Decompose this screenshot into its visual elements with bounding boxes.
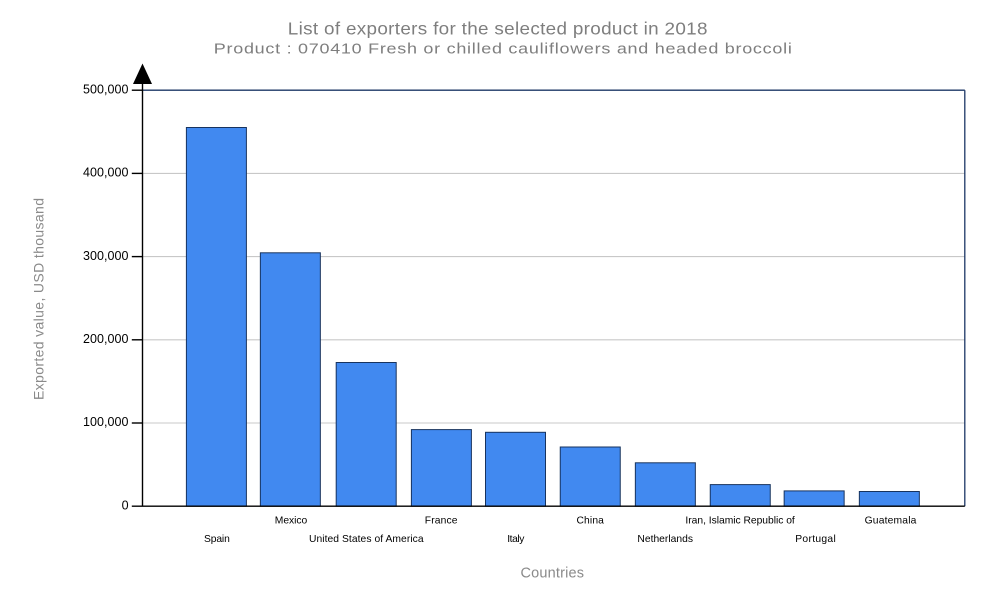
svg-text:Spain: Spain: [204, 534, 230, 545]
svg-text:United States of America: United States of America: [309, 534, 424, 545]
svg-text:Mexico: Mexico: [275, 516, 308, 527]
svg-text:Countries: Countries: [521, 566, 585, 582]
svg-text:0: 0: [122, 498, 129, 512]
svg-text:300,000: 300,000: [83, 249, 129, 263]
svg-text:Guatemala: Guatemala: [865, 516, 917, 527]
svg-text:500,000: 500,000: [83, 82, 129, 96]
svg-text:Netherlands: Netherlands: [637, 534, 693, 545]
svg-text:Iran, Islamic Republic of: Iran, Islamic Republic of: [685, 516, 795, 527]
svg-text:List of exporters for the sele: List of exporters for the selected produ…: [288, 19, 708, 38]
svg-text:400,000: 400,000: [83, 166, 129, 180]
svg-text:100,000: 100,000: [83, 415, 129, 429]
svg-text:Exported value, USD thousand: Exported value, USD thousand: [30, 198, 46, 400]
svg-text:China: China: [577, 516, 605, 527]
svg-text:200,000: 200,000: [83, 332, 129, 346]
svg-text:Italy: Italy: [507, 534, 525, 545]
svg-text:Product : 070410 Fresh or chil: Product : 070410 Fresh or chilled caulif…: [214, 40, 792, 57]
svg-text:Portugal: Portugal: [795, 534, 836, 545]
svg-text:France: France: [425, 516, 458, 527]
